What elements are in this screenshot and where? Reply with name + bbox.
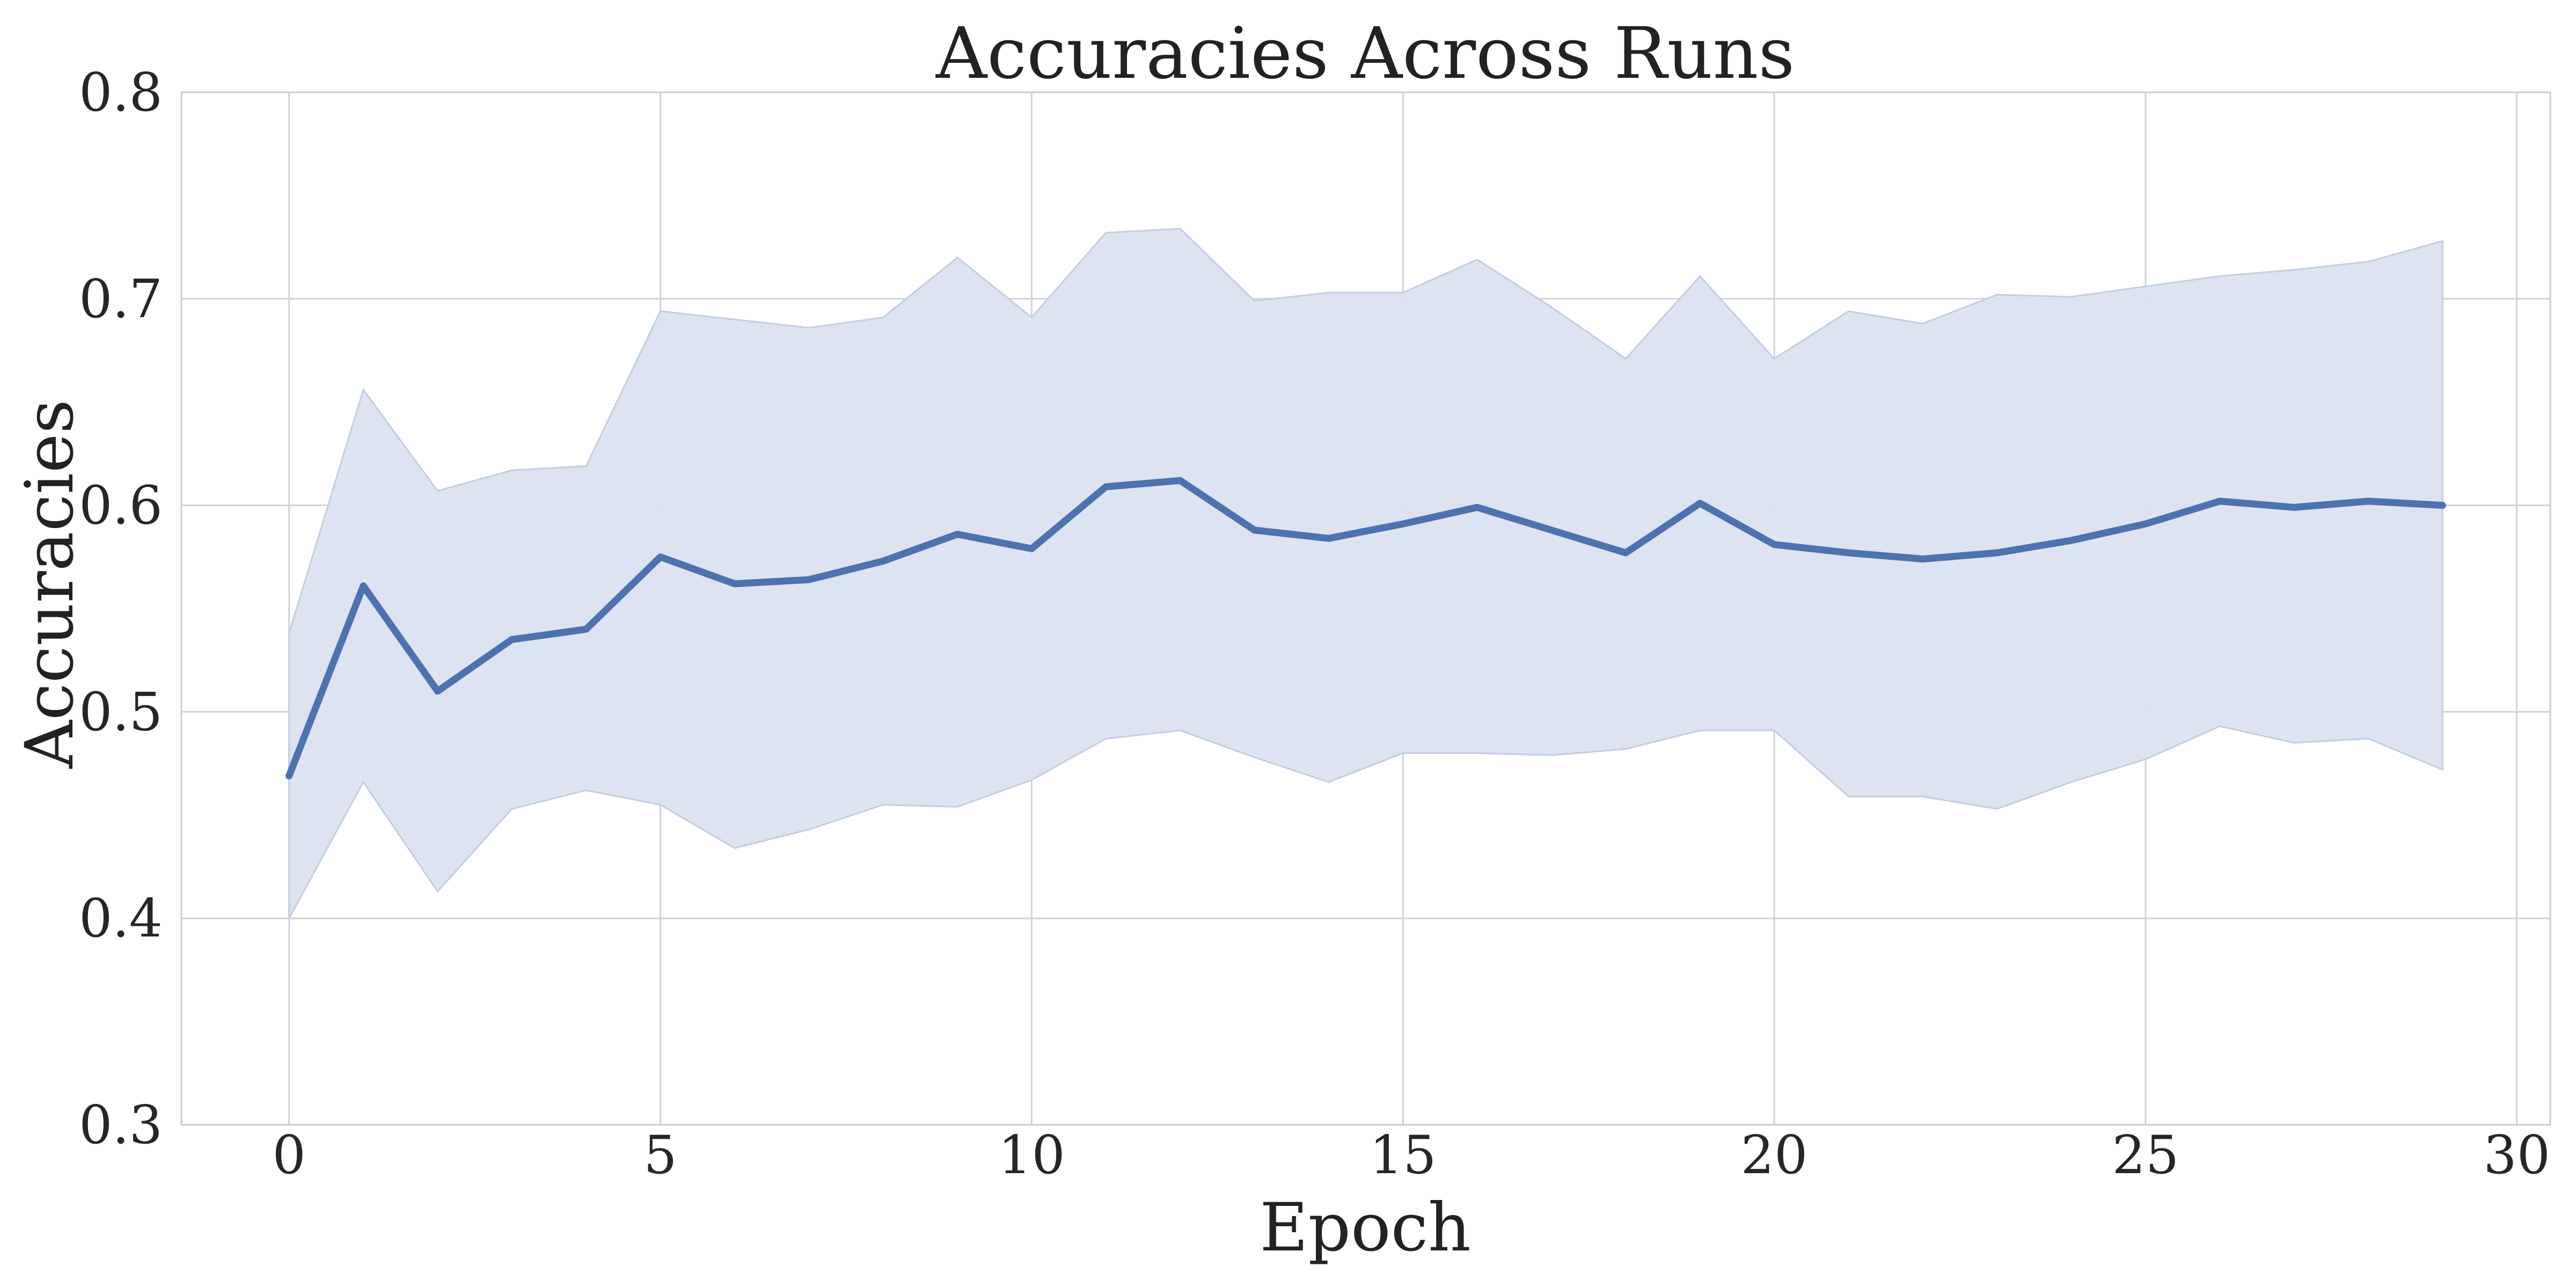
x-tick-label: 10 <box>998 1125 1065 1186</box>
y-tick-labels: 0.3 0.4 0.5 0.6 0.7 0.8 <box>79 62 163 1156</box>
x-tick-label: 0 <box>272 1125 305 1186</box>
chart-title: Accuracies Across Runs <box>935 12 1795 95</box>
x-tick-label: 20 <box>1741 1125 1808 1186</box>
y-tick-label: 0.8 <box>79 62 163 123</box>
x-tick-label: 5 <box>643 1125 677 1186</box>
x-tick-labels: 0 5 10 15 20 25 30 <box>272 1125 2550 1186</box>
plot-frame <box>180 91 2551 1126</box>
x-axis-label: Epoch <box>1260 1189 1471 1267</box>
mean-accuracy-line <box>286 477 2446 780</box>
y-tick-label: 0.5 <box>79 682 163 743</box>
y-tick-label: 0.7 <box>79 269 163 330</box>
x-tick-label: 25 <box>2112 1125 2179 1186</box>
accuracy-spread-band <box>288 228 2443 919</box>
x-tick-label: 30 <box>2483 1125 2550 1186</box>
y-tick-label: 0.4 <box>79 888 163 949</box>
x-tick-label: 15 <box>1370 1125 1437 1186</box>
y-tick-label: 0.3 <box>79 1095 163 1156</box>
y-axis-label: Accuracies <box>11 399 89 769</box>
y-tick-label: 0.6 <box>79 475 163 537</box>
